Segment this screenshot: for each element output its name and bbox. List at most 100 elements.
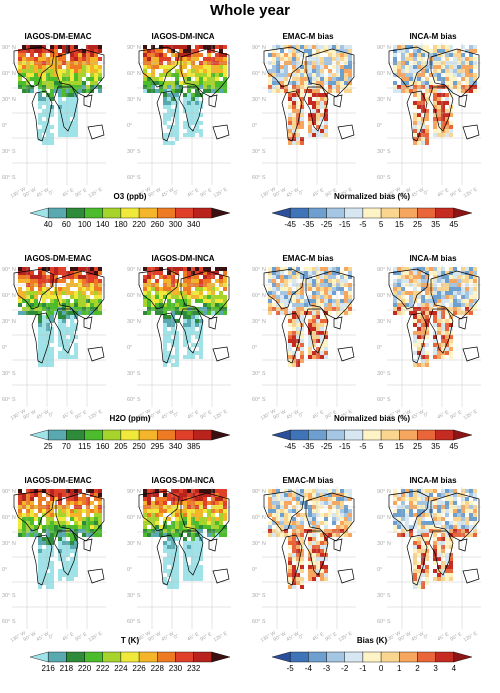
colorbar-swatch [66, 207, 85, 219]
colorbar-swatch [453, 429, 473, 441]
colorbar-swatch [326, 651, 345, 663]
colorbar-swatch [211, 651, 231, 663]
colorbar-swatch [362, 651, 382, 663]
latitude-label: 60° N [127, 71, 141, 77]
latitude-label: 30° N [2, 319, 16, 325]
latitude-label: 30° S [377, 149, 391, 155]
colorbar-tick-label: -35 [302, 442, 315, 451]
colorbar-swatch [157, 651, 176, 663]
colorbar-swatch [138, 429, 158, 441]
map-panel: IAGOS-DM-INCA 90° N 60° N 30° N 0° 30° S 60° S… [127, 32, 235, 200]
latitude-label: 90° N [377, 45, 391, 51]
latitude-label: 30° S [252, 149, 266, 155]
colorbar-swatch [308, 207, 327, 219]
latitude-label: 60° N [127, 293, 141, 299]
latitude-label: 60° S [127, 397, 141, 403]
panel-title: INCA-M bias [409, 254, 457, 263]
colorbar-swatch [193, 429, 213, 441]
colorbar-swatch [102, 207, 122, 219]
panel-title: INCA-M bias [409, 32, 457, 41]
latitude-label: 0° [252, 567, 258, 573]
colorbar-tick-label: -45 [284, 442, 296, 451]
latitude-label: 90° N [377, 267, 391, 273]
panel-title: IAGOS-DM-EMAC [24, 32, 92, 41]
colorbar-title: Bias (K) [356, 636, 388, 645]
colorbar-swatch [66, 429, 85, 441]
latitude-label: 30° N [252, 97, 266, 103]
colorbar-tick-label: 224 [114, 664, 128, 673]
colorbar-title: H2O (ppm) [109, 414, 151, 423]
world-map [12, 265, 106, 407]
map-panel: EMAC-M bias 90° N 60° N 30° N 0° 30° S 60° S 13… [252, 254, 360, 422]
colorbar-tick-label: 222 [96, 664, 110, 673]
latitude-label: 90° N [2, 45, 16, 51]
colorbar-swatch [289, 207, 309, 219]
colorbar-swatch [326, 207, 345, 219]
colorbar-swatch [399, 207, 418, 219]
latitude-label: 90° N [2, 489, 16, 495]
colorbar-swatch [362, 207, 382, 219]
latitude-label: 60° S [2, 175, 16, 181]
latitude-label: 0° [252, 345, 258, 351]
colorbar-tick-label: -4 [304, 664, 312, 673]
colorbar-tick-label: -3 [322, 664, 331, 673]
panel-title: IAGOS-DM-EMAC [24, 476, 92, 485]
world-map [137, 487, 231, 629]
map-panel: IAGOS-DM-EMAC 90° N 60° N 30° N 0° 30° S 60° S… [2, 476, 110, 644]
map-panel: INCA-M bias 90° N 60° N 30° N 0° 30° S 60° S 13… [377, 254, 485, 422]
latitude-label: 60° N [127, 515, 141, 521]
latitude-label: 0° [377, 123, 383, 129]
latitude-label: 60° S [377, 397, 391, 403]
world-map [262, 487, 356, 629]
world-map [387, 43, 481, 185]
colorbar-tick-label: 45 [449, 220, 459, 229]
colorbar-swatch [157, 207, 176, 219]
latitude-label: 60° N [252, 515, 266, 521]
colorbar-tick-label: -25 [320, 220, 333, 229]
world-map [387, 265, 481, 407]
latitude-label: 60° S [2, 619, 16, 625]
colorbar-swatch [138, 207, 158, 219]
colorbar-tick-label: 1 [397, 664, 402, 673]
colorbar-swatch [417, 651, 436, 663]
panel-title: IAGOS-DM-INCA [151, 32, 215, 41]
colorbar-swatch [102, 429, 122, 441]
colorbar-swatch [289, 429, 309, 441]
colorbar-tick-label: 232 [186, 664, 201, 673]
colorbar-swatch [417, 429, 436, 441]
colorbar-tick-label: 100 [77, 220, 92, 229]
colorbar-swatch [399, 651, 418, 663]
map-panel: EMAC-M bias 90° N 60° N 30° N 0° 30° S 60° S 13… [252, 476, 360, 644]
latitude-label: 30° N [127, 319, 141, 325]
colorbar-tick-label: 25 [413, 220, 422, 229]
latitude-label: 60° S [252, 619, 266, 625]
colorbar-swatch [193, 651, 213, 663]
colorbar-swatch [380, 651, 400, 663]
latitude-label: 30° N [252, 319, 266, 325]
colorbar-swatch [157, 429, 176, 441]
latitude-label: 0° [127, 567, 133, 573]
colorbar-swatch [271, 651, 291, 663]
latitude-label: 60° N [2, 515, 16, 521]
latitude-label: 60° S [127, 619, 141, 625]
latitude-label: 60° S [127, 175, 141, 181]
colorbar-tick-label: 35 [431, 442, 441, 451]
latitude-label: 30° N [127, 97, 141, 103]
latitude-label: 30° N [252, 541, 266, 547]
colorbar-swatch [138, 651, 158, 663]
colorbar-tick-label: 340 [186, 220, 201, 229]
colorbar-title: O3 (ppb) [113, 192, 147, 201]
colorbar-swatch [84, 207, 103, 219]
latitude-label: 30° S [127, 371, 141, 377]
colorbar-swatch [175, 651, 194, 663]
colorbar: 25 70 115 160 205 250 295 340 385 [20, 428, 240, 452]
colorbar-swatch [435, 429, 455, 441]
colorbar-tick-label: 115 [78, 442, 91, 451]
latitude-label: 90° N [377, 489, 391, 495]
colorbar: -45 -35 -25 -15 -5 5 15 25 35 45 [262, 206, 482, 230]
latitude-label: 60° S [377, 175, 391, 181]
latitude-label: 60° S [252, 397, 266, 403]
latitude-label: 30° N [2, 541, 16, 547]
colorbar-swatch [84, 429, 103, 441]
colorbar-tick-label: 220 [132, 220, 146, 229]
